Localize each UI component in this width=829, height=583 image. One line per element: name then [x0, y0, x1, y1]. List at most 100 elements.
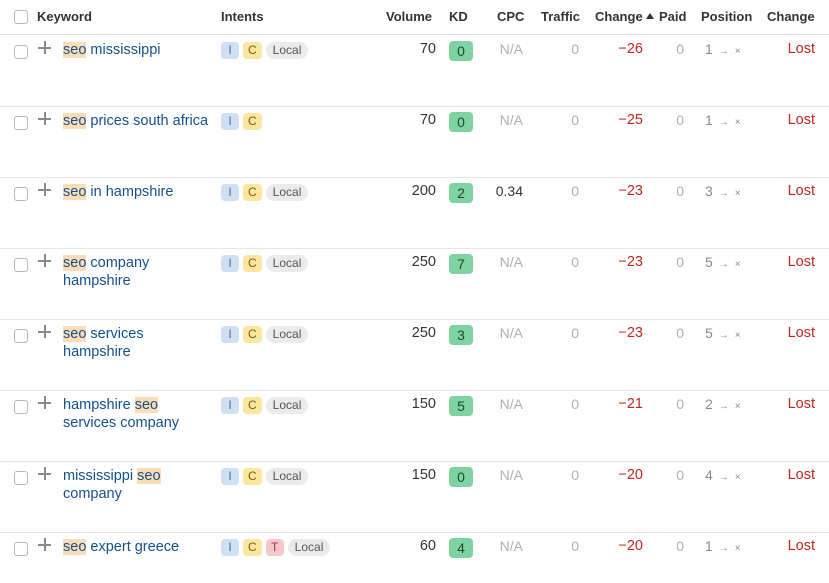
no-position-icon: × [734, 46, 741, 57]
position-value: 3 → × [705, 183, 741, 199]
paid-value: 0 [676, 112, 684, 128]
position-change-status: Lost [787, 538, 815, 554]
intent-badge-t: T [265, 538, 284, 556]
paid-value: 0 [676, 396, 684, 412]
add-keyword-icon[interactable] [38, 325, 52, 339]
intent-badge-i: I [221, 112, 239, 130]
volume-value: 250 [411, 325, 436, 341]
add-keyword-icon[interactable] [38, 538, 52, 552]
table-row: hampshire seo services company I C Local 150… [0, 391, 829, 462]
keyword-link[interactable]: seo services hampshire [63, 325, 213, 361]
arrow-right-icon: → [718, 401, 729, 412]
cpc-value: N/A [499, 396, 523, 412]
table-row: seo company hampshire I C Local 250 7 N/A 0 −23 0… [0, 249, 829, 320]
keyword-text-post: mississippi [86, 42, 161, 58]
cpc-value: N/A [499, 467, 523, 483]
column-header-volume[interactable]: Volume [386, 9, 432, 24]
arrow-right-icon: → [718, 330, 729, 341]
position-change-status: Lost [787, 325, 815, 341]
column-header-paid[interactable]: Paid [659, 9, 687, 24]
intent-badge-c: C [243, 41, 262, 59]
column-header-traffic-change-label: Change [595, 9, 643, 24]
add-keyword-icon[interactable] [38, 254, 52, 268]
row-checkbox[interactable] [14, 400, 28, 414]
traffic-value: 0 [571, 325, 579, 341]
traffic-value: 0 [571, 254, 579, 270]
keyword-link[interactable]: hampshire seo services company [63, 396, 213, 432]
add-keyword-icon[interactable] [38, 183, 52, 197]
row-checkbox[interactable] [14, 258, 28, 272]
keyword-text-post: company [63, 486, 122, 502]
intent-badge-i: I [221, 467, 239, 485]
keyword-link[interactable]: seo mississippi [63, 41, 213, 59]
position-value: 1 → × [705, 41, 741, 57]
column-header-intents[interactable]: Intents [221, 9, 264, 24]
keyword-link[interactable]: seo prices south africa [63, 112, 213, 130]
kd-badge: 0 [449, 112, 473, 132]
cpc-value: N/A [499, 112, 523, 128]
keyword-highlight: seo [63, 255, 87, 271]
intent-badge-i: I [221, 254, 239, 272]
add-keyword-icon[interactable] [38, 467, 52, 481]
keyword-highlight: seo [63, 326, 87, 342]
column-header-keyword[interactable]: Keyword [37, 9, 92, 24]
position-number: 1 [705, 538, 713, 554]
column-header-position-change[interactable]: Change [767, 9, 815, 24]
column-header-traffic-change[interactable]: Change [595, 9, 654, 24]
volume-value: 250 [411, 254, 436, 270]
row-checkbox[interactable] [14, 45, 28, 59]
column-header-kd[interactable]: KD [449, 9, 468, 24]
column-header-cpc[interactable]: CPC [497, 9, 525, 24]
arrow-right-icon: → [718, 543, 729, 554]
position-change-status: Lost [787, 183, 815, 199]
position-value: 5 → × [705, 254, 741, 270]
cpc-value: N/A [499, 538, 523, 554]
paid-value: 0 [676, 183, 684, 199]
position-value: 1 → × [705, 538, 741, 554]
table-header: Keyword Intents Volume KD CPC Traffic Ch… [0, 0, 829, 35]
column-header-position[interactable]: Position [701, 9, 753, 24]
add-keyword-icon[interactable] [38, 41, 52, 55]
local-badge: Local [265, 254, 309, 272]
column-header-traffic[interactable]: Traffic [541, 9, 581, 24]
intent-badge-c: C [243, 538, 262, 556]
add-keyword-icon[interactable] [38, 112, 52, 126]
intent-badge-c: C [243, 112, 262, 130]
sort-ascending-icon [645, 13, 654, 19]
intent-badges: I C T Local [221, 538, 331, 556]
kd-badge: 0 [449, 41, 473, 61]
kd-badge: 3 [449, 325, 473, 345]
intent-badge-i: I [221, 325, 239, 343]
table-row: seo services hampshire I C Local 250 3 N/A 0 −23… [0, 320, 829, 391]
paid-value: 0 [676, 325, 684, 341]
arrow-right-icon: → [718, 46, 729, 57]
row-checkbox[interactable] [14, 116, 28, 130]
keyword-link[interactable]: seo in hampshire [63, 183, 213, 201]
add-keyword-icon[interactable] [38, 396, 52, 410]
cpc-value: 0.34 [495, 183, 523, 199]
cpc-value: N/A [499, 254, 523, 270]
intent-badge-i: I [221, 538, 239, 556]
keyword-link[interactable]: seo company hampshire [63, 254, 213, 290]
row-checkbox[interactable] [14, 471, 28, 485]
keyword-link[interactable]: seo expert greece [63, 538, 213, 556]
traffic-value: 0 [571, 183, 579, 199]
row-checkbox[interactable] [14, 542, 28, 556]
position-number: 5 [705, 254, 713, 270]
position-change-status: Lost [787, 41, 815, 57]
keyword-highlight: seo [63, 184, 87, 200]
row-checkbox[interactable] [14, 187, 28, 201]
select-all-checkbox[interactable] [14, 10, 28, 24]
keyword-link[interactable]: mississippi seo company [63, 467, 213, 503]
no-position-icon: × [734, 401, 741, 412]
position-number: 5 [705, 325, 713, 341]
no-position-icon: × [734, 259, 741, 270]
table-row: seo mississippi I C Local 70 0 N/A 0 −26 0 1 → × Lost [0, 36, 829, 107]
table-row: mississippi seo company I C Local 150 0 N/A 0 −2… [0, 462, 829, 533]
traffic-change-value: −21 [618, 396, 643, 412]
position-number: 4 [705, 467, 713, 483]
intent-badge-c: C [243, 467, 262, 485]
row-checkbox[interactable] [14, 329, 28, 343]
paid-value: 0 [676, 254, 684, 270]
